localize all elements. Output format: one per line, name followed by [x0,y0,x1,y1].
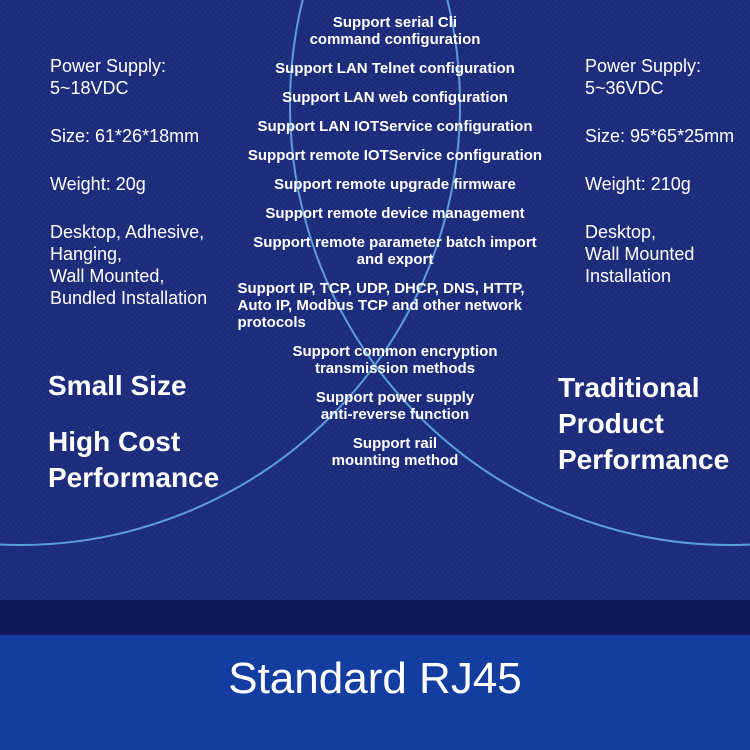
feature-item: Support LAN Telnet configuration [235,54,555,83]
feature-item: Support IP, TCP, UDP, DHCP, DNS, HTTP, A… [238,274,553,337]
right-titles: Traditional Product Performance [558,370,750,478]
right-specs: Power Supply: 5~36VDC Size: 95*65*25mm Wei… [585,55,740,313]
feature-item: Support LAN web configuration [235,83,555,112]
spec-item: Desktop, Adhesive, Hanging,Wall Mounted,… [50,221,225,309]
feature-item: Support power supply anti-reverse functi… [305,383,485,429]
feature-item: Support serial Cli command configuration [298,8,493,54]
left-titles: Small Size High Cost Performance [48,370,248,496]
spec-item: Size: 61*26*18mm [50,125,225,147]
spec-item: Size: 95*65*25mm [585,125,740,147]
background-gap [0,600,750,635]
left-title-2: High Cost Performance [48,424,248,496]
left-title-1: Small Size [48,370,248,402]
feature-item: Support remote device management [225,199,565,228]
bottom-heading: Standard RJ45 [0,655,750,703]
feature-item: Support remote IOTService configuration [225,141,565,170]
feature-item: Support common encryption transmission m… [280,337,510,383]
feature-item: Support rail mounting method [325,429,465,475]
spec-item: Power Supply: 5~36VDC [585,55,740,99]
shared-features-list: Support serial Cli command configuration… [225,8,565,475]
feature-item: Support remote upgrade firmware [225,170,565,199]
feature-item: Support remote parameter batch import an… [240,228,550,274]
canvas: Power Supply: 5~18VDC Size: 61*26*18mm Wei… [0,0,750,750]
spec-item: Weight: 210g [585,173,740,195]
spec-item: Power Supply: 5~18VDC [50,55,225,99]
right-title-1: Traditional Product Performance [558,370,750,478]
left-specs: Power Supply: 5~18VDC Size: 61*26*18mm Wei… [50,55,225,335]
feature-item: Support LAN IOTService configuration [225,112,565,141]
spec-item: Desktop,Wall Mounted Installation [585,221,740,287]
spec-item: Weight: 20g [50,173,225,195]
